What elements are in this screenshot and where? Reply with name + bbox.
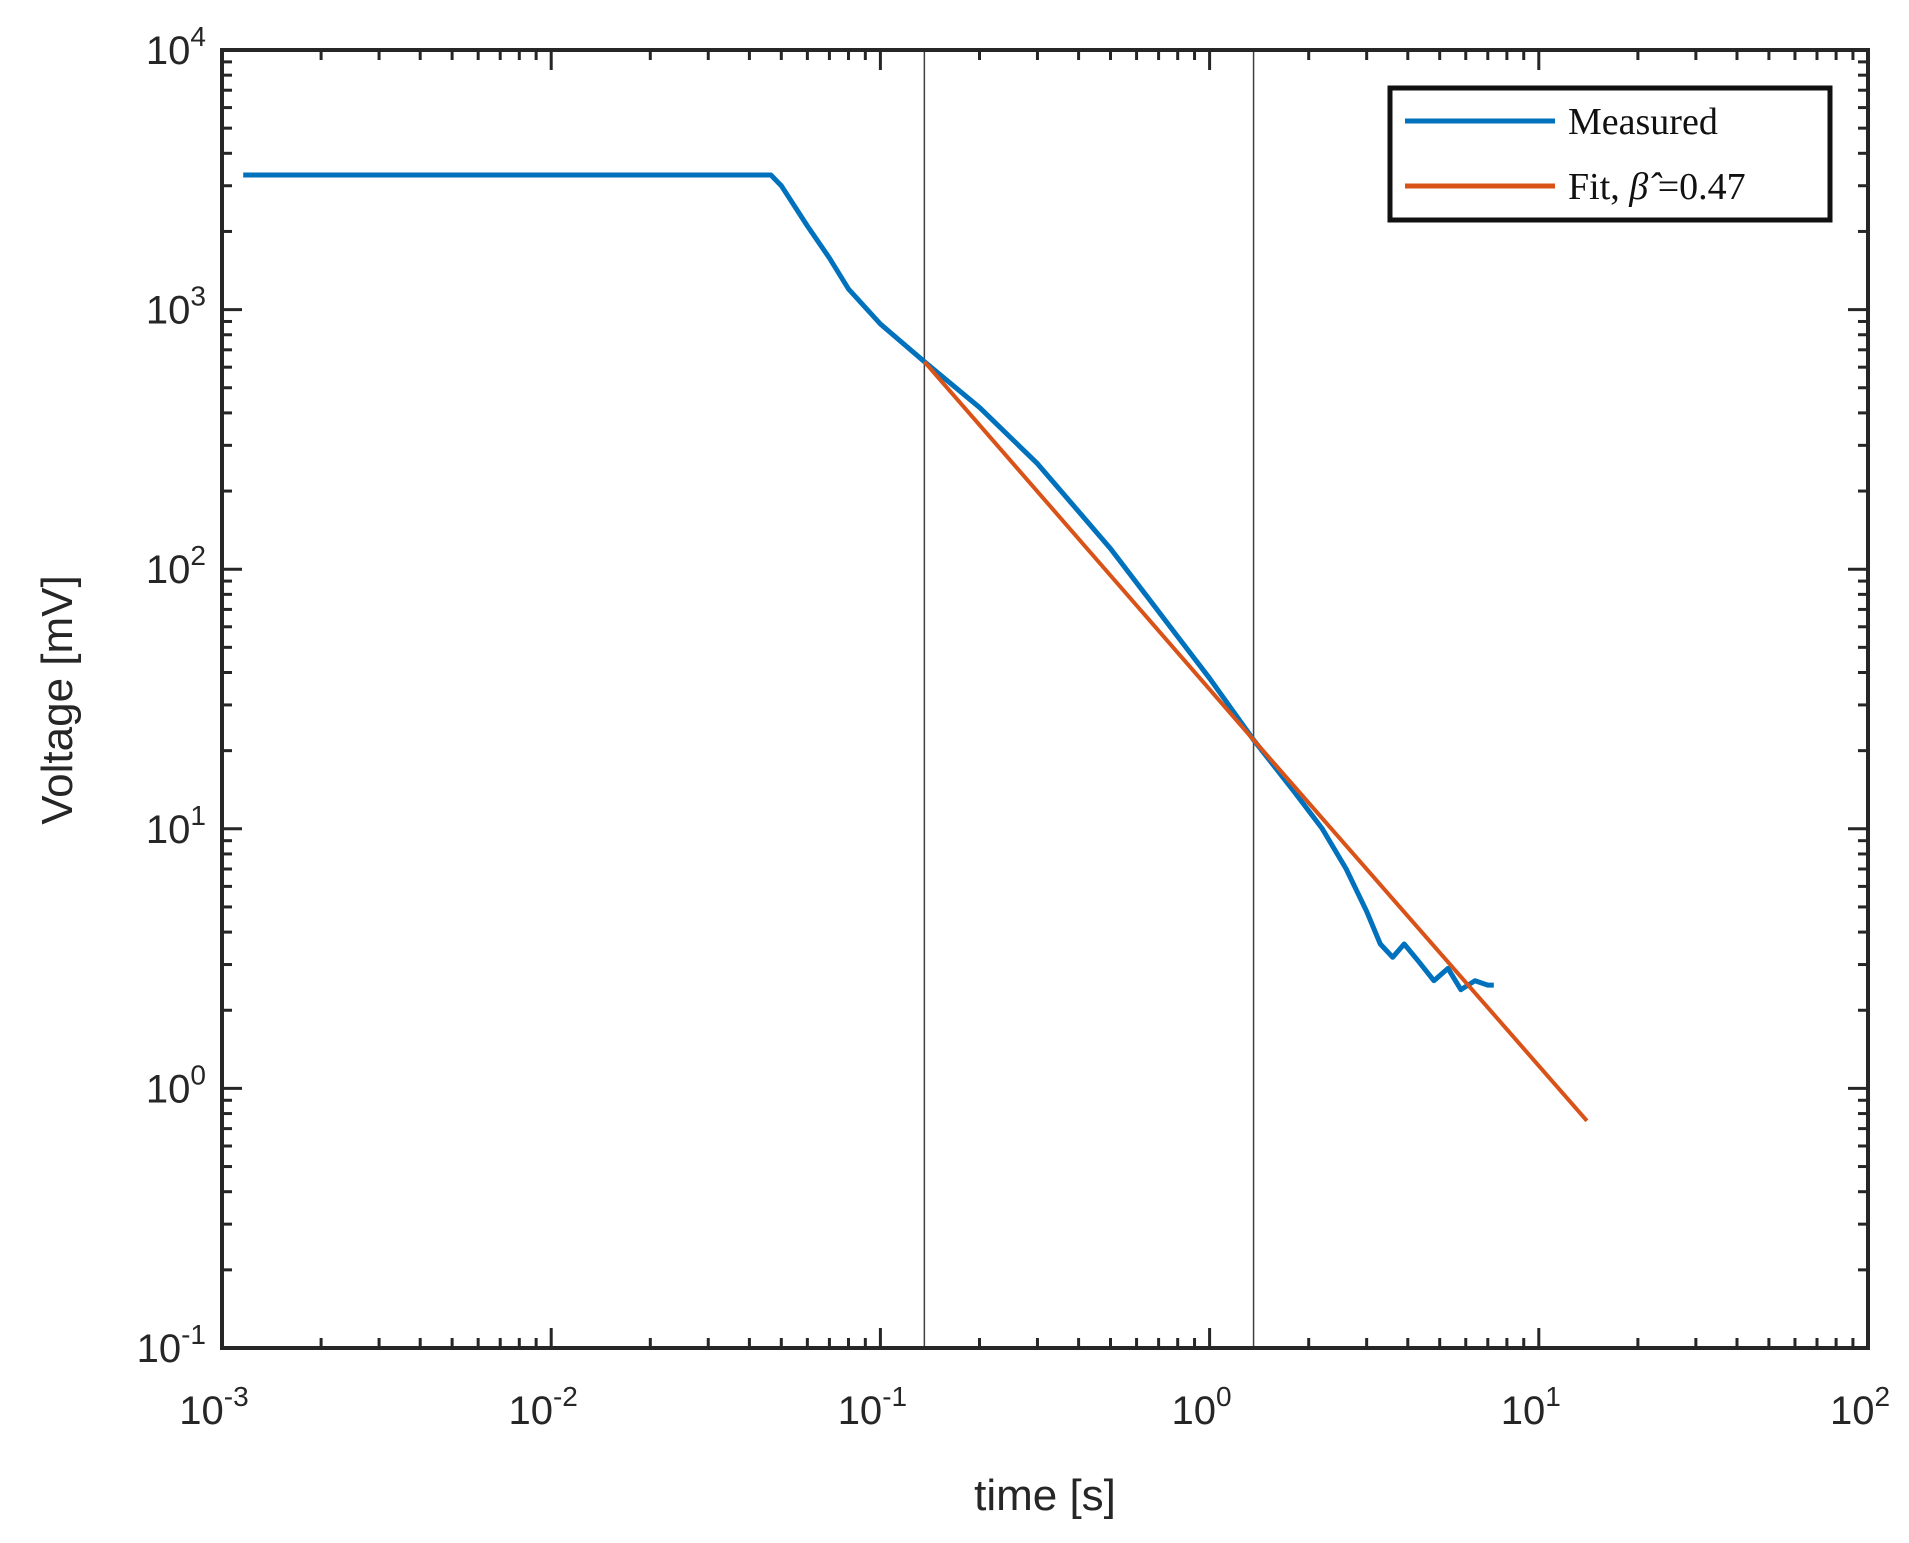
x-tick-exponent: -2	[553, 1381, 578, 1412]
y-tick-label: 103	[146, 281, 206, 333]
x-tick-exponent: 0	[1216, 1381, 1232, 1412]
legend-box	[1387, 85, 1833, 223]
x-axis-label: time [s]	[974, 1471, 1116, 1520]
series-line-measured	[243, 172, 1494, 993]
x-tick-label: 102	[1830, 1381, 1890, 1433]
x-tick-label: 101	[1501, 1381, 1561, 1433]
x-tick-base: 10	[1830, 1389, 1875, 1433]
y-tick-base: 10	[146, 808, 191, 852]
legend-label-measured: Measured	[1568, 101, 1718, 143]
x-tick-label: 10-1	[838, 1381, 907, 1433]
x-tick-label: 100	[1172, 1381, 1232, 1433]
y-tick-label: 104	[146, 21, 206, 73]
x-tick-exponent: -1	[882, 1381, 907, 1412]
axes-box	[220, 48, 1870, 1350]
y-tick-exponent: 1	[190, 800, 206, 831]
y-tick-label: 101	[146, 800, 206, 852]
plot-area	[222, 50, 1868, 1348]
vertical-lines	[923, 50, 1255, 1348]
legend-label-fit: Fit, β̂ =0.47	[1568, 166, 1746, 208]
y-tick-base: 10	[137, 1327, 182, 1371]
y-tick-base: 10	[146, 1067, 191, 1111]
y-tick-exponent: 4	[190, 21, 206, 52]
x-tick-label: 10-2	[508, 1381, 577, 1433]
series-line-fit	[922, 360, 1589, 1123]
y-tick-base: 10	[146, 289, 191, 333]
y-tick-base: 10	[146, 548, 191, 592]
y-axis-label: Voltage [mV]	[33, 575, 82, 824]
y-tick-exponent: 0	[190, 1059, 206, 1090]
y-tick-label: 10-1	[137, 1319, 206, 1371]
x-tick-labels: 10-3 10-2 10-1 100 101 102	[179, 1381, 1890, 1433]
legend-fit-prefix: Fit,	[1568, 166, 1629, 208]
x-tick-exponent: 1	[1545, 1381, 1561, 1412]
y-tick-exponent: -1	[181, 1319, 206, 1350]
x-tick-base: 10	[508, 1389, 553, 1433]
x-tick-label: 10-3	[179, 1381, 248, 1433]
series-group	[243, 172, 1589, 1123]
x-tick-exponent: 2	[1874, 1381, 1890, 1412]
legend-fit-suffix: =0.47	[1648, 166, 1745, 208]
x-tick-base: 10	[1172, 1389, 1217, 1433]
x-tick-base: 10	[838, 1389, 883, 1433]
x-tick-exponent: -3	[224, 1381, 249, 1412]
axes-background	[222, 50, 1868, 1348]
y-tick-exponent: 3	[190, 281, 206, 312]
x-tick-base: 10	[1501, 1389, 1546, 1433]
y-tick-label: 102	[146, 540, 206, 592]
y-tick-base: 10	[146, 29, 191, 73]
y-tick-label: 100	[146, 1059, 206, 1111]
y-tick-exponent: 2	[190, 540, 206, 571]
x-tick-base: 10	[179, 1389, 224, 1433]
legend: Measured Fit, β̂ =0.47	[1387, 85, 1833, 223]
